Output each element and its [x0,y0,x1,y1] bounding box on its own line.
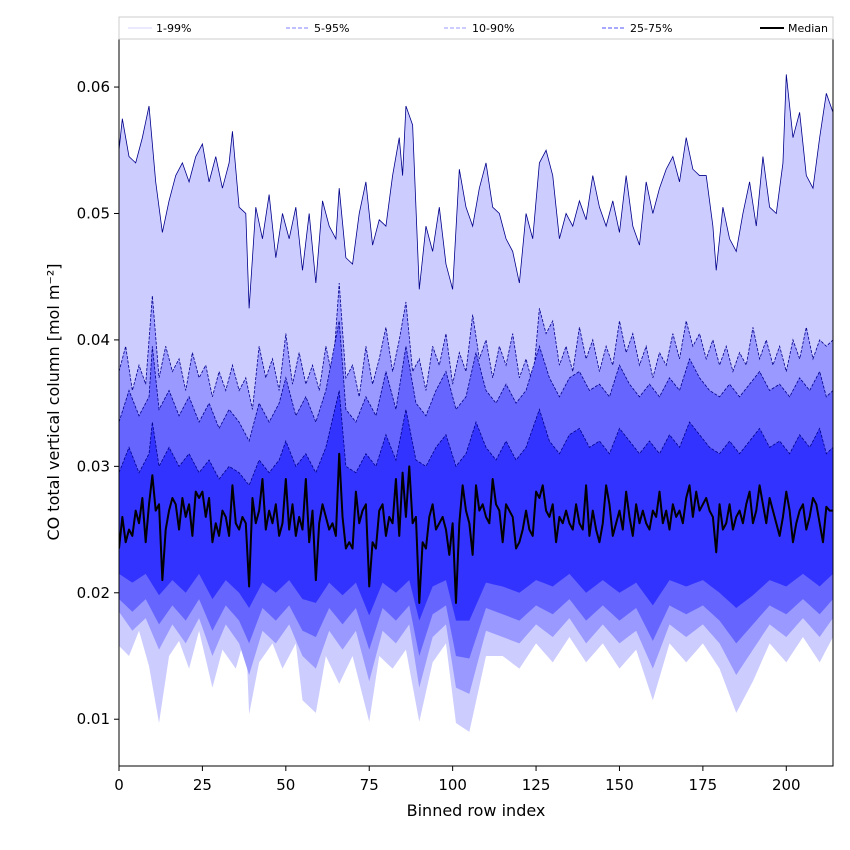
y-axis-ticks: 0.01 0.02 0.03 0.04 0.05 0.06 [77,78,119,728]
legend-label: 5-95% [314,22,349,35]
x-axis-ticks: 0 25 50 75 100 125 150 175 200 [114,766,801,794]
legend-label: 25-75% [630,22,672,35]
x-tick-label: 175 [689,776,718,794]
legend: 1-99% 5-95% 10-90% 25-75% Median [118,16,834,40]
y-tick-label: 0.06 [77,78,110,96]
y-tick-label: 0.03 [77,457,110,475]
x-tick-label: 50 [276,776,295,794]
band-10-90pct-upper-line [119,320,833,443]
band-1-99pct-upper-line [119,74,833,309]
legend-label: 1-99% [156,22,191,35]
median-series [119,452,833,604]
x-tick-label: 100 [438,776,467,794]
x-tick-label: 0 [114,776,124,794]
y-axis-label: CO total vertical column [mol m⁻²] [44,263,63,540]
x-tick-label: 75 [360,776,379,794]
y-tick-label: 0.04 [77,331,110,349]
y-tick-label: 0.01 [77,710,110,728]
x-tick-label: 150 [605,776,634,794]
x-axis-label: Binned row index [407,801,546,820]
x-tick-label: 125 [522,776,551,794]
legend-label: 10-90% [472,22,514,35]
legend-box [118,16,834,40]
band-25-75pct-upper-line [119,390,833,487]
band-5-95pct-upper-line [119,282,833,410]
y-tick-label: 0.05 [77,204,110,222]
y-tick-label: 0.02 [77,584,110,602]
x-tick-label: 25 [193,776,212,794]
x-tick-label: 200 [772,776,801,794]
legend-label: Median [788,22,828,35]
median-line [119,452,833,604]
